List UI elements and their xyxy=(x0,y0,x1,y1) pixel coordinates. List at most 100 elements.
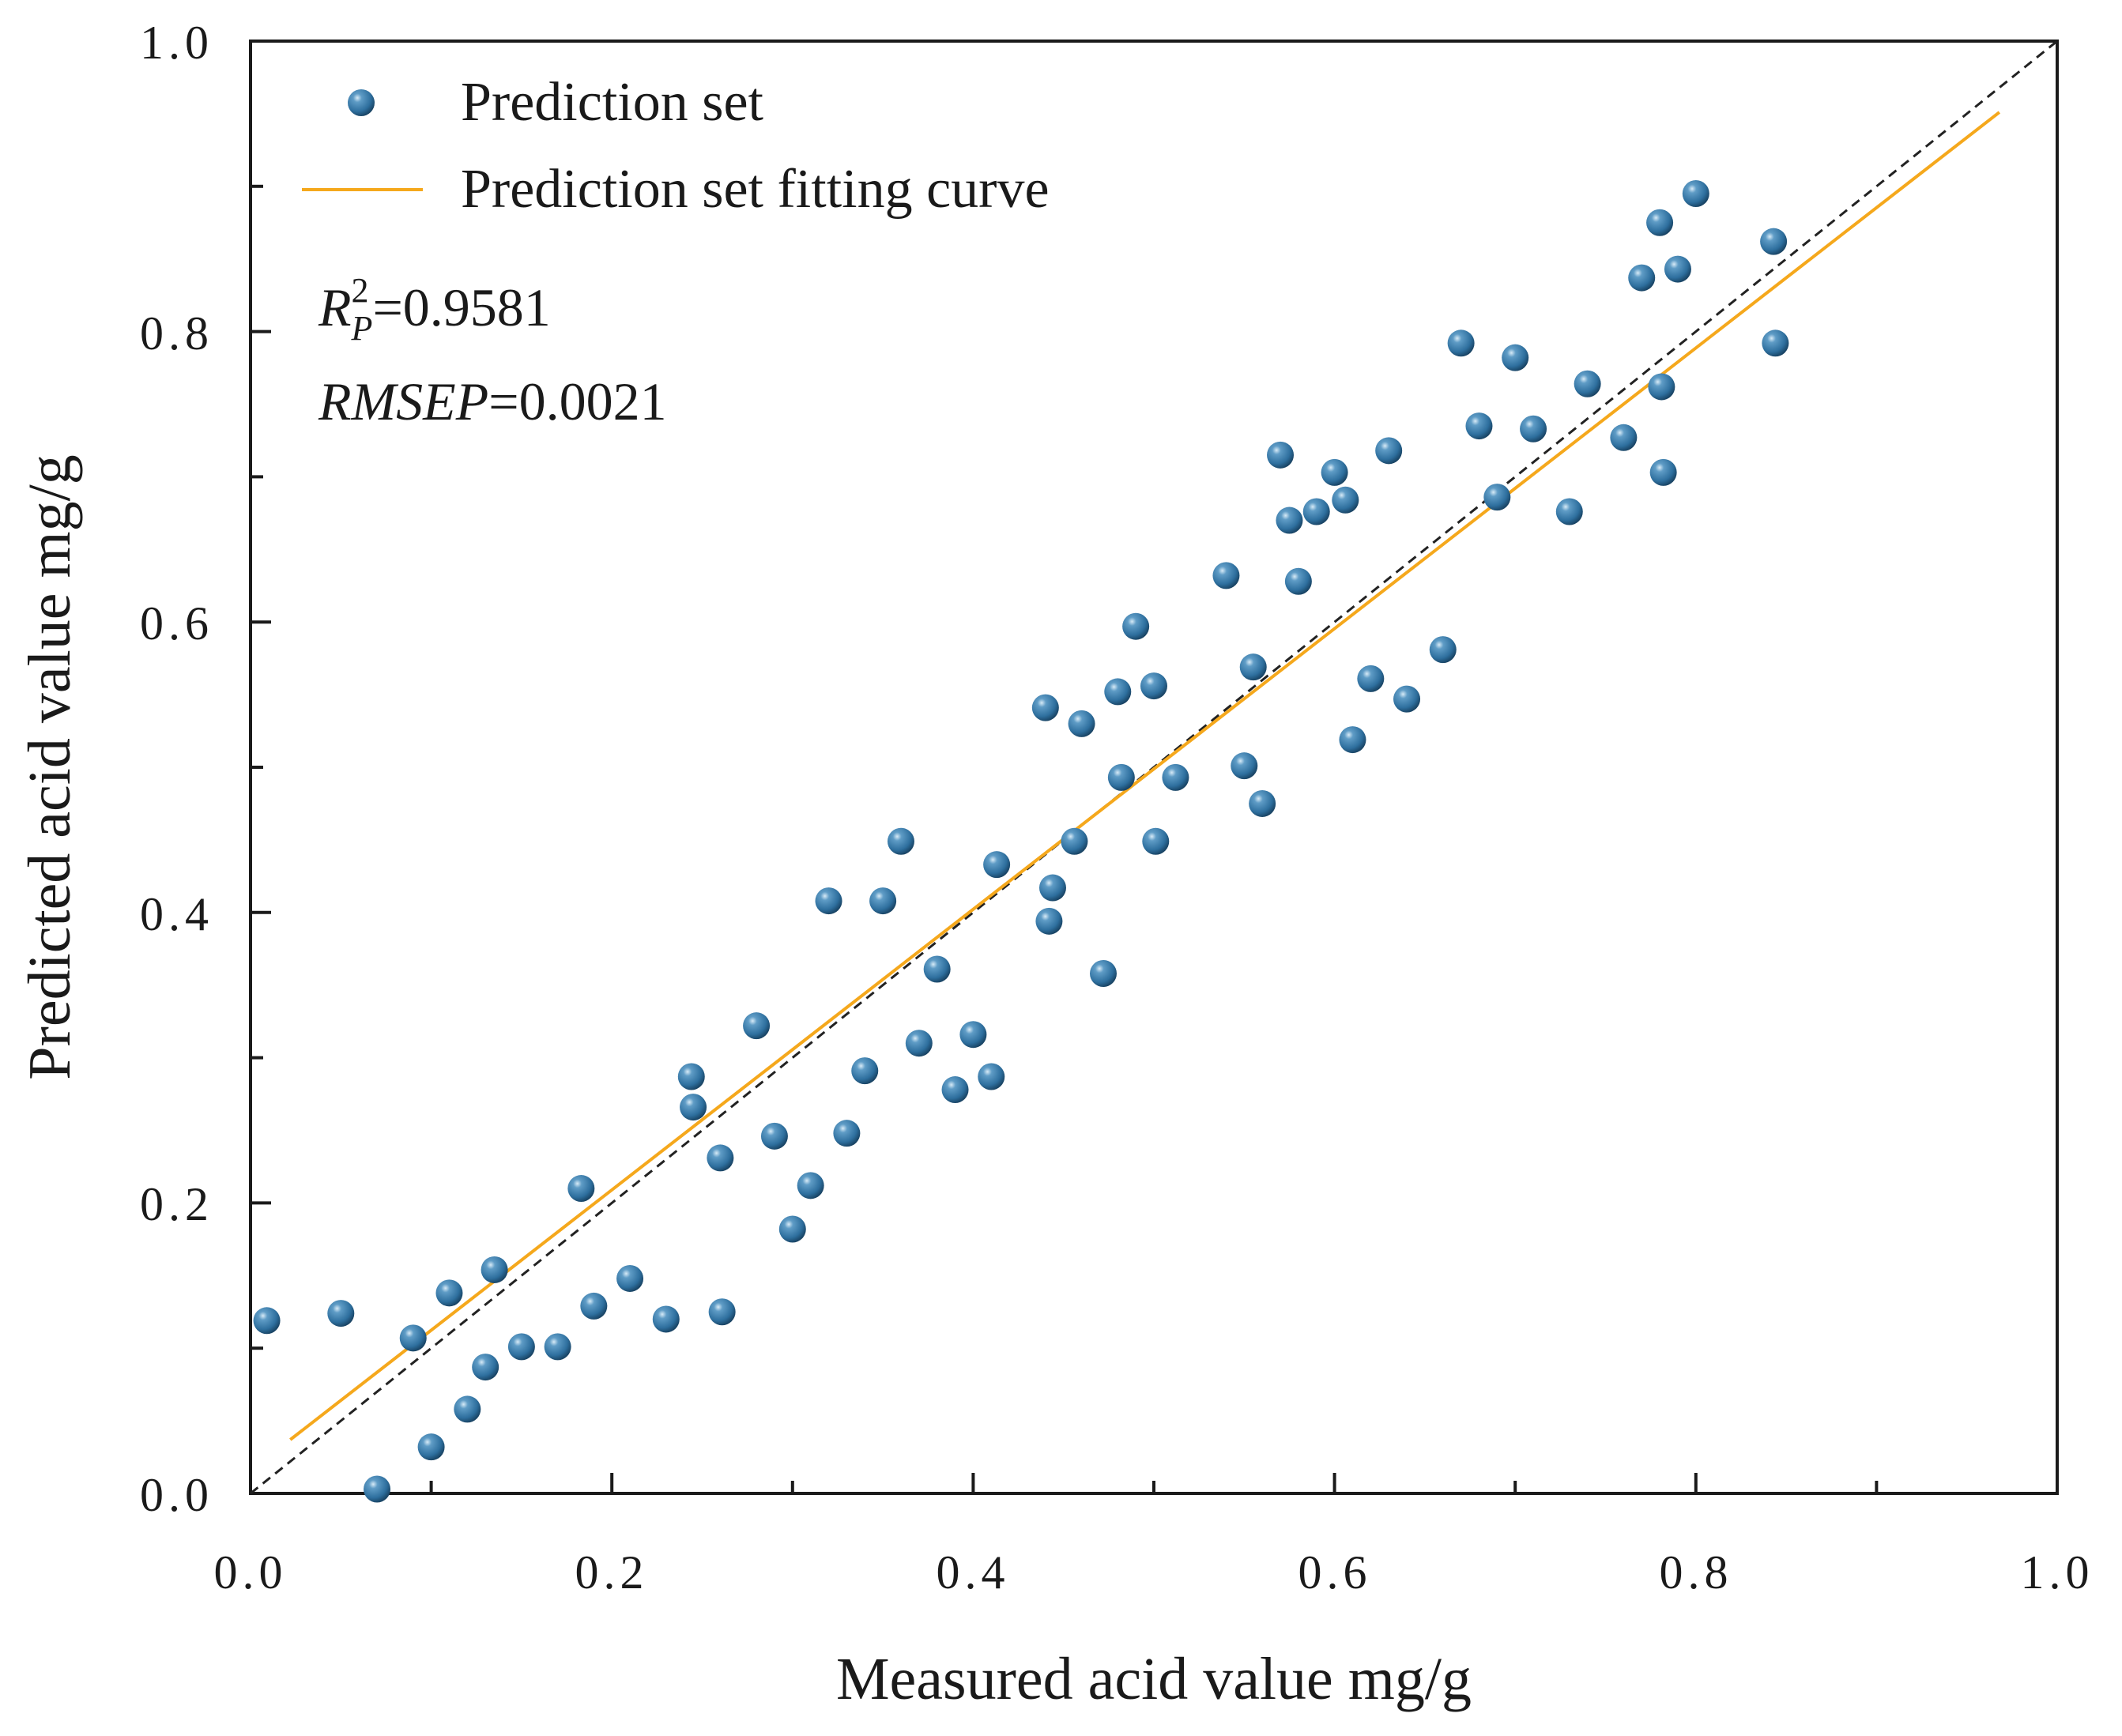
x-tick-label: 1.0 xyxy=(2021,1546,2094,1599)
stats-annotation: R2 P=0.9581 RMSEP=0.0021 xyxy=(318,271,667,431)
data-point xyxy=(1142,827,1170,855)
data-point xyxy=(1762,330,1789,357)
data-point xyxy=(1267,441,1295,469)
axis-ticks xyxy=(249,40,2059,1495)
data-point xyxy=(507,1333,535,1361)
data-point xyxy=(454,1395,481,1423)
data-point xyxy=(1284,567,1312,595)
data-point xyxy=(417,1433,445,1461)
data-point xyxy=(580,1292,608,1320)
data-point xyxy=(1502,344,1529,371)
legend-marker-icon xyxy=(348,89,375,116)
data-point xyxy=(983,851,1011,879)
data-point xyxy=(567,1175,595,1203)
data-point xyxy=(1031,694,1059,721)
data-point xyxy=(652,1305,680,1333)
data-point xyxy=(1648,373,1675,401)
data-point xyxy=(1393,685,1421,713)
data-point xyxy=(778,1215,806,1243)
data-point xyxy=(1375,437,1403,465)
data-point xyxy=(1610,424,1638,451)
y-tick-label: 0.2 xyxy=(140,1178,213,1230)
x-tick-label: 0.8 xyxy=(1660,1546,1733,1599)
data-point xyxy=(481,1256,508,1283)
data-point xyxy=(399,1324,427,1352)
y-tick-label: 0.4 xyxy=(140,888,213,940)
data-point xyxy=(1555,498,1583,525)
data-point xyxy=(760,1122,788,1150)
data-point xyxy=(1646,209,1674,236)
data-point xyxy=(1104,678,1132,706)
data-point xyxy=(707,1144,734,1172)
data-point xyxy=(1089,959,1117,987)
data-point xyxy=(1321,458,1348,486)
data-point xyxy=(1107,763,1135,791)
y-tick-label: 0.8 xyxy=(140,307,213,360)
r2-symbol: R xyxy=(318,277,352,337)
x-axis-title: Measured acid value mg/g xyxy=(836,1646,1472,1712)
rmsep-value: =0.0021 xyxy=(488,371,666,431)
rmsep-annotation: RMSEP=0.0021 xyxy=(318,371,667,431)
rmsep-label: RMSEP xyxy=(318,371,488,431)
y-tick-labels: 0.0 0.2 0.4 0.6 0.8 1.0 xyxy=(140,17,213,1521)
data-point xyxy=(1249,789,1276,817)
data-point xyxy=(1483,484,1511,511)
data-point xyxy=(1760,228,1788,255)
y-axis-title: Predicted acid value mg/g xyxy=(17,454,83,1079)
x-tick-label: 0.4 xyxy=(937,1546,1010,1599)
data-point xyxy=(616,1264,644,1292)
data-point xyxy=(1035,907,1063,935)
data-point xyxy=(1140,672,1167,700)
data-point xyxy=(1061,827,1088,855)
data-point xyxy=(1682,179,1709,207)
data-point xyxy=(1302,498,1330,525)
x-tick-label: 0.0 xyxy=(214,1546,288,1599)
data-point xyxy=(797,1172,824,1199)
data-point xyxy=(708,1298,736,1326)
r2-subscript: P xyxy=(351,309,373,348)
legend: Prediction set Prediction set fitting cu… xyxy=(302,72,1050,220)
data-point xyxy=(833,1120,861,1147)
data-point xyxy=(743,1012,771,1040)
data-point xyxy=(923,955,951,983)
x-tick-labels: 0.0 0.2 0.4 0.6 0.8 1.0 xyxy=(214,1546,2094,1599)
y-tick-label: 1.0 xyxy=(140,17,213,69)
data-point xyxy=(327,1300,355,1327)
data-point xyxy=(544,1333,571,1361)
data-point xyxy=(905,1030,933,1057)
legend-label-fitting-curve: Prediction set fitting curve xyxy=(461,159,1050,220)
data-point xyxy=(253,1307,281,1335)
legend-label-prediction-set: Prediction set xyxy=(461,72,764,133)
data-points xyxy=(253,179,1789,1503)
data-point xyxy=(1465,412,1493,440)
data-point xyxy=(815,887,842,915)
data-point xyxy=(978,1063,1005,1090)
data-point xyxy=(1520,415,1547,442)
fit-line xyxy=(289,111,2001,1441)
data-point xyxy=(1649,458,1677,486)
x-tick-label: 0.2 xyxy=(575,1546,649,1599)
data-point xyxy=(1122,612,1150,640)
data-point xyxy=(1628,264,1656,292)
data-point xyxy=(1231,752,1258,780)
data-point xyxy=(887,827,914,855)
data-point xyxy=(1357,665,1385,692)
y-tick-label: 0.6 xyxy=(140,597,213,650)
fit-line-segment xyxy=(289,111,2001,1441)
data-point xyxy=(1429,636,1457,664)
data-point xyxy=(1038,874,1066,902)
y-tick-label: 0.0 xyxy=(140,1469,213,1521)
data-point xyxy=(1664,255,1691,283)
data-point xyxy=(1339,726,1366,754)
data-point xyxy=(959,1021,987,1049)
x-tick-label: 0.6 xyxy=(1298,1546,1372,1599)
r2-value: =0.9581 xyxy=(372,277,550,337)
data-point xyxy=(364,1475,391,1503)
r2-superscript: 2 xyxy=(352,271,369,310)
data-point xyxy=(869,887,897,915)
data-point xyxy=(472,1354,499,1381)
data-point xyxy=(1212,562,1240,589)
data-point xyxy=(435,1279,463,1307)
data-point xyxy=(677,1063,705,1090)
